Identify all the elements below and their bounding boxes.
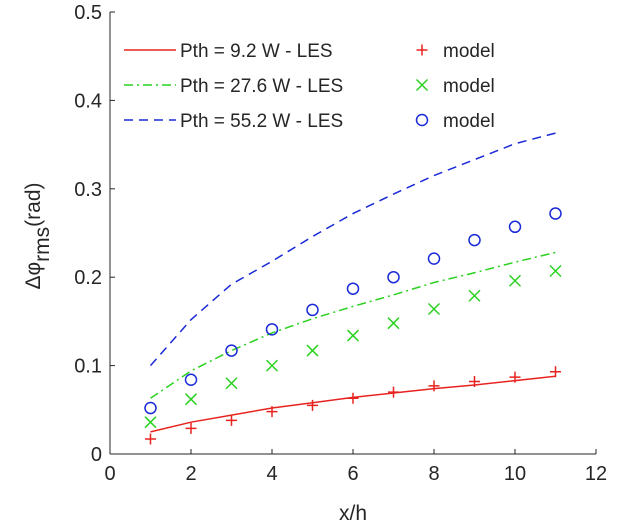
- data-point: [306, 344, 319, 357]
- y-tick-label: 0.2: [74, 267, 102, 289]
- legend-label: model: [443, 111, 495, 132]
- x-tick-label: 12: [585, 463, 607, 485]
- legend-label: model: [443, 76, 495, 97]
- y-tick-label: 0: [91, 444, 102, 466]
- series-4: [149, 132, 556, 367]
- data-point: [428, 380, 440, 392]
- data-point: [509, 371, 521, 383]
- y-tick-label: 0.5: [74, 2, 102, 24]
- series-line: [149, 132, 556, 367]
- x-axis-label: x/h: [339, 502, 367, 525]
- data-point: [225, 344, 238, 357]
- data-point: [306, 303, 319, 317]
- data-point: [265, 323, 279, 336]
- y-tick-label: 0.4: [74, 90, 102, 112]
- data-point: [549, 264, 562, 278]
- series-line: [150, 251, 556, 399]
- data-point: [387, 317, 400, 330]
- data-point: [144, 416, 157, 429]
- x-axis: 0 2 4 6 8 10 12: [104, 449, 607, 485]
- y-tick-label: 0.3: [74, 179, 102, 201]
- y-axis: 0 0.1 0.2 0.3 0.4 0.5: [74, 2, 115, 466]
- y-axis-label-subscript: rms: [31, 227, 54, 262]
- data-point: [265, 359, 279, 372]
- x-tick-label: 10: [504, 463, 526, 485]
- data-point: [468, 289, 481, 302]
- legend-label: Pth = 55.2 W - LES: [180, 111, 343, 132]
- y-tick-label: 0.1: [74, 356, 102, 378]
- legend-marker-sample: [415, 113, 429, 127]
- plot-area: [144, 132, 562, 445]
- legend-marker-sample: [415, 78, 429, 92]
- legend-marker-sample: [416, 44, 428, 56]
- data-point: [508, 274, 522, 287]
- y-axis-label: Δφrms(rad): [22, 183, 54, 290]
- data-point: [184, 373, 198, 386]
- data-point: [346, 329, 360, 342]
- data-point: [427, 252, 441, 265]
- legend-label: Pth = 9.2 W - LES: [180, 41, 333, 62]
- data-point: [468, 233, 481, 247]
- legend: Pth = 9.2 W - LES model Pth = 27.6 W - LES…: [124, 41, 495, 132]
- data-point: [144, 401, 157, 415]
- data-point: [145, 433, 156, 445]
- x-tick-label: 8: [428, 463, 439, 485]
- data-point: [427, 302, 441, 316]
- legend-label: Pth = 27.6 W - LES: [180, 76, 343, 97]
- x-tick-label: 2: [185, 463, 196, 485]
- data-point: [387, 270, 400, 284]
- x-tick-label: 4: [266, 463, 277, 485]
- data-point: [469, 376, 480, 388]
- data-point: [307, 399, 318, 411]
- series-3: [144, 264, 562, 429]
- x-tick-label: 0: [104, 463, 115, 485]
- data-point: [388, 386, 399, 398]
- data-point: [347, 392, 359, 404]
- y-axis-label-unit: (rad): [22, 183, 45, 227]
- data-point: [184, 393, 198, 406]
- data-point: [550, 366, 561, 378]
- y-axis-label-main: Δφ: [22, 262, 45, 290]
- data-point: [225, 377, 238, 390]
- data-point: [508, 220, 522, 234]
- data-point: [549, 207, 562, 220]
- data-point: [346, 282, 360, 295]
- series-1: [145, 366, 561, 445]
- legend-label: model: [443, 41, 495, 62]
- series-5: [144, 207, 562, 415]
- data-point: [266, 406, 278, 418]
- x-tick-label: 6: [347, 463, 358, 485]
- series-2: [150, 251, 556, 399]
- data-point: [185, 422, 197, 434]
- data-point: [226, 414, 237, 426]
